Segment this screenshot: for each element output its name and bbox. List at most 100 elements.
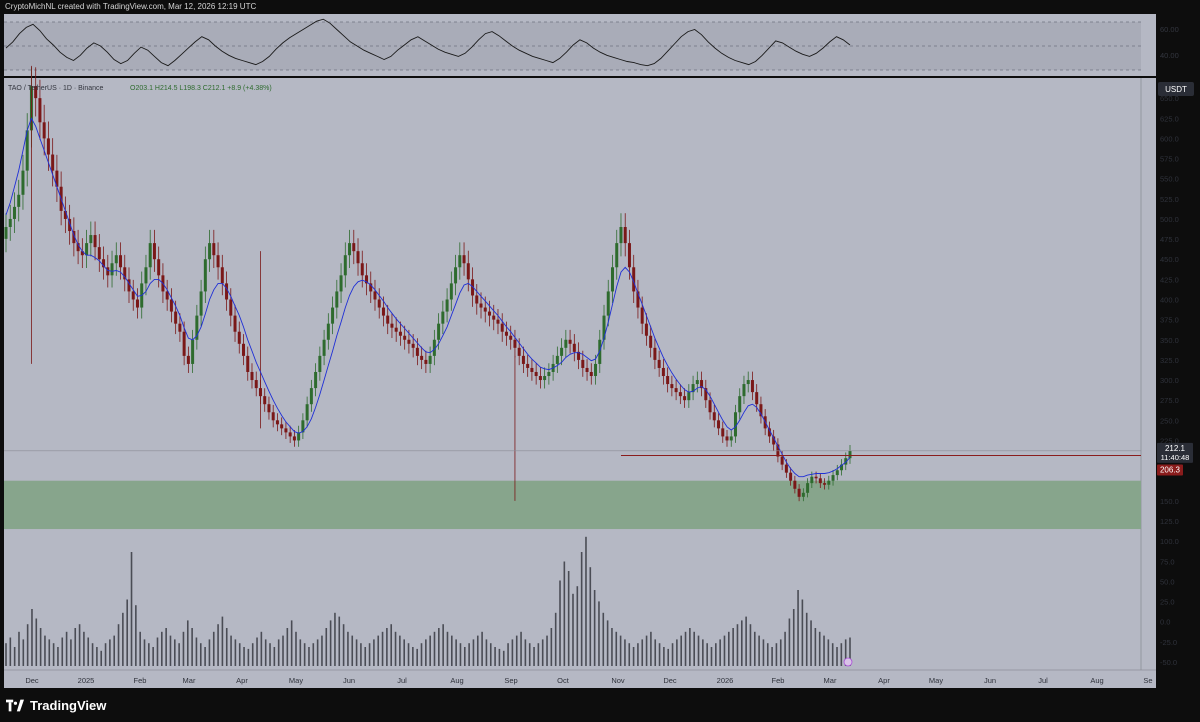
candle-body (475, 295, 479, 304)
candle-body (369, 283, 373, 292)
volume-bar (485, 639, 488, 666)
volume-bar (689, 628, 691, 666)
candle-body (827, 480, 831, 485)
rsi-tick-label: 60.00 (1160, 25, 1179, 34)
candle-body (415, 347, 419, 356)
candle-body (186, 355, 190, 364)
candle-body (12, 206, 16, 219)
candle-body (784, 464, 788, 473)
candle-body (823, 483, 827, 485)
volume-bar (810, 620, 812, 666)
volume-bar (329, 620, 332, 666)
candle-body (644, 323, 648, 336)
volume-bar (814, 628, 817, 666)
chart-area[interactable]: 60.00 40.00 650.0 625.0 600.0 575.0 550.0 525.… (0, 14, 1200, 688)
volume-bar (161, 631, 163, 666)
volume-bar (5, 643, 7, 666)
volume-bar (827, 639, 830, 666)
x-tick-label: Jul (397, 676, 407, 685)
volume-bar (425, 639, 427, 666)
candle-body (674, 388, 678, 393)
time-axis[interactable] (4, 670, 1156, 688)
volume-bar (533, 647, 535, 666)
flash-icon[interactable] (843, 657, 853, 667)
candle-body (148, 243, 152, 268)
candle-body (572, 343, 576, 352)
volume-bar (507, 643, 509, 666)
candle-body (526, 363, 530, 368)
candle-body (437, 323, 441, 340)
candle-body (280, 424, 284, 429)
support-level-badge (1157, 464, 1183, 476)
candle-body (46, 138, 50, 155)
volume-bar (611, 628, 613, 666)
candle-body (246, 355, 250, 372)
chart-svg[interactable]: 60.00 40.00 650.0 625.0 600.0 575.0 550.0 525.… (0, 14, 1200, 688)
volume-bar (381, 631, 384, 666)
volume-bar (481, 631, 483, 666)
volume-bar (680, 635, 682, 666)
currency-badge[interactable] (1158, 82, 1194, 96)
volume-bar (446, 631, 449, 666)
candle-body (191, 339, 195, 364)
candle-body (801, 492, 805, 497)
candle-body (127, 279, 131, 292)
candle-body (394, 327, 398, 332)
candle-body (636, 291, 640, 308)
volume-bar (844, 639, 847, 666)
candle-body (152, 243, 156, 260)
volume-bar (797, 590, 799, 666)
y-tick-label: 500.0 (1160, 215, 1179, 224)
volume-bar (663, 647, 665, 666)
candle-body (288, 432, 292, 437)
x-tick-label: Mar (824, 676, 837, 685)
volume-bar (563, 561, 566, 666)
volume-bar (386, 628, 388, 666)
price-pane[interactable] (4, 78, 1156, 670)
rsi-line (5, 18, 851, 67)
volume-bar (451, 635, 453, 666)
y-tick-label: 300.0 (1160, 376, 1179, 385)
candle-body (479, 303, 483, 308)
y-tick-label: 125.0 (1160, 517, 1179, 526)
candle-body (623, 227, 627, 244)
y-tick-label: 575.0 (1160, 155, 1179, 164)
volume-bar (559, 580, 561, 666)
candle-body (76, 243, 80, 252)
candle-body (649, 335, 653, 348)
candle-body (89, 235, 93, 244)
tradingview-brand[interactable]: TradingView (6, 698, 106, 713)
volume-bar (528, 643, 531, 666)
volume-bar (334, 612, 336, 666)
candle-body (284, 428, 288, 433)
candle-body (521, 355, 525, 364)
y-tick-label: 425.0 (1160, 275, 1179, 284)
x-tick-label: Nov (611, 676, 625, 685)
candle-body (339, 275, 343, 292)
legend-ohlc: O203.1 H214.5 L198.3 C212.1 +8.9 (+4.38%… (130, 85, 272, 92)
x-tick-label: May (929, 676, 943, 685)
volume-bar (693, 631, 695, 666)
candle-body (271, 412, 275, 421)
volume-bar (299, 639, 302, 666)
volume-bar (498, 648, 501, 666)
candle-body (178, 323, 182, 332)
candle-body (712, 412, 716, 421)
candle-body (237, 331, 241, 344)
y-tick-label: 225.0 (1160, 436, 1179, 445)
volume-bar (321, 635, 323, 666)
candle-body (242, 343, 246, 356)
volume-bar (455, 639, 457, 666)
volume-bar (723, 635, 726, 666)
volume-bar (225, 628, 228, 666)
volume-bar (412, 647, 414, 666)
candle-body (4, 227, 8, 239)
rsi-tick-label: 40.00 (1160, 51, 1179, 60)
volume-bar (165, 628, 167, 666)
volume-bar (312, 643, 315, 666)
volume-bar (78, 624, 81, 666)
volume-bar (212, 631, 215, 666)
y-tick-label: 275.0 (1160, 396, 1179, 405)
volume-bar (502, 650, 505, 666)
candle-body (835, 470, 839, 476)
